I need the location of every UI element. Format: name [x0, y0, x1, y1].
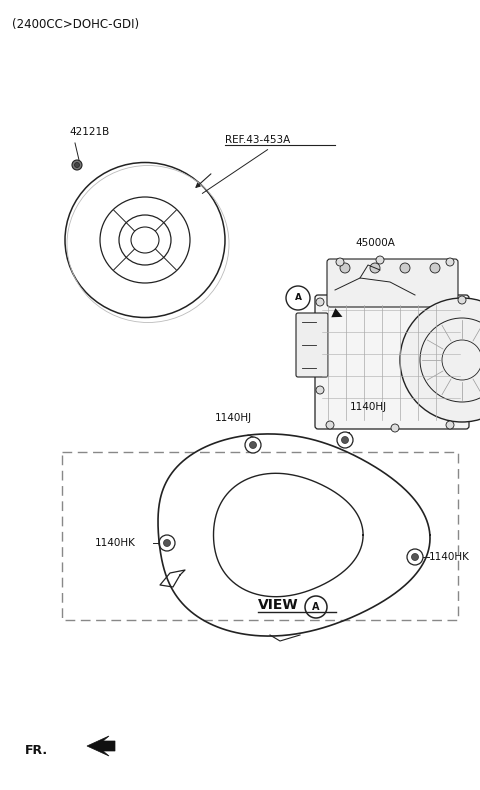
Text: A: A: [295, 294, 301, 303]
Circle shape: [326, 421, 334, 429]
Circle shape: [316, 298, 324, 306]
Circle shape: [159, 535, 175, 551]
Circle shape: [316, 386, 324, 394]
Text: REF.43-453A: REF.43-453A: [225, 135, 290, 145]
Circle shape: [407, 549, 423, 565]
Circle shape: [245, 437, 261, 453]
Text: 42121B: 42121B: [69, 127, 109, 137]
Circle shape: [250, 442, 256, 449]
Circle shape: [164, 540, 170, 547]
Circle shape: [337, 432, 353, 448]
Circle shape: [430, 263, 440, 273]
Text: (2400CC>DOHC-GDI): (2400CC>DOHC-GDI): [12, 18, 139, 31]
Text: 1140HK: 1140HK: [95, 538, 136, 548]
Circle shape: [370, 263, 380, 273]
Circle shape: [446, 421, 454, 429]
Circle shape: [458, 296, 466, 304]
Polygon shape: [87, 736, 115, 756]
Circle shape: [74, 163, 80, 167]
Circle shape: [340, 263, 350, 273]
Text: 1140HK: 1140HK: [429, 552, 470, 562]
Text: A: A: [312, 602, 320, 612]
Circle shape: [72, 160, 82, 170]
Text: 1140HJ: 1140HJ: [215, 413, 252, 423]
FancyBboxPatch shape: [315, 295, 469, 429]
Bar: [62, 452, 458, 620]
Circle shape: [411, 554, 419, 560]
Circle shape: [391, 424, 399, 432]
Circle shape: [446, 258, 454, 266]
Circle shape: [400, 263, 410, 273]
Circle shape: [400, 298, 480, 422]
Circle shape: [336, 258, 344, 266]
Text: 45000A: 45000A: [355, 238, 395, 248]
Text: VIEW: VIEW: [258, 598, 299, 612]
Text: 1140HJ: 1140HJ: [350, 402, 387, 412]
Text: FR.: FR.: [25, 743, 48, 757]
Circle shape: [376, 256, 384, 264]
Circle shape: [341, 437, 348, 443]
FancyBboxPatch shape: [327, 259, 458, 307]
FancyBboxPatch shape: [296, 313, 328, 377]
